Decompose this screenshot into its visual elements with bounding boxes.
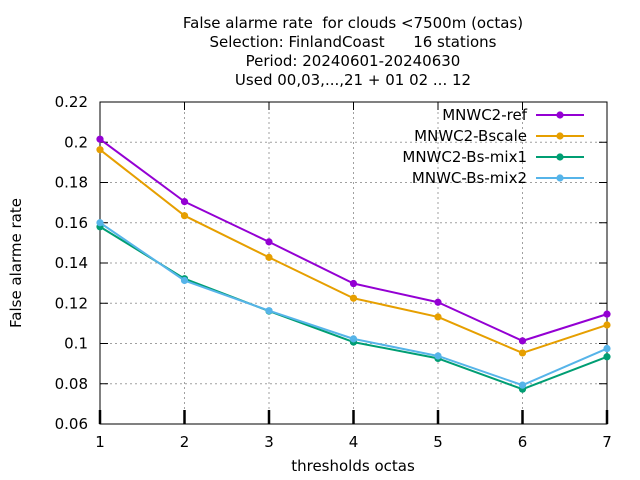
y-tick-label: 0.08 xyxy=(55,375,88,393)
axis-ticks xyxy=(98,101,609,425)
legend-marker xyxy=(556,132,564,140)
legend-marker xyxy=(556,111,564,119)
data-point xyxy=(180,276,189,285)
legend-item: MNWC2-Bscale xyxy=(414,127,584,145)
data-point xyxy=(265,253,273,261)
y-tick-label: 0.16 xyxy=(55,214,88,232)
y-tick-label: 0.1 xyxy=(64,335,88,353)
x-tick-label: 1 xyxy=(95,433,105,451)
chart-title-line: Used 00,03,...,21 + 01 02 ... 12 xyxy=(235,71,471,89)
data-point xyxy=(603,310,611,318)
grid xyxy=(100,102,607,424)
data-point xyxy=(96,135,104,143)
x-tick-labels: 1 2 3 4 5 6 7 xyxy=(95,433,612,451)
y-tick-label: 0.2 xyxy=(64,133,88,151)
y-tick-label: 0.06 xyxy=(55,415,88,433)
series-layer xyxy=(96,135,611,393)
series-1 xyxy=(96,135,611,345)
chart-title: False alarme rate for clouds <7500m (oct… xyxy=(183,14,523,89)
legend-item: MNWC2-Bs-mix1 xyxy=(402,148,584,166)
x-tick-label: 6 xyxy=(518,433,528,451)
legend-item: MNWC2-ref xyxy=(442,106,584,124)
data-point xyxy=(265,307,273,315)
data-point xyxy=(603,344,611,353)
series-line xyxy=(99,138,608,342)
data-point xyxy=(603,321,611,329)
data-point xyxy=(180,198,189,206)
data-point xyxy=(518,349,527,357)
legend-marker xyxy=(556,153,564,161)
y-tick-labels: 0.06 0.08 0.1 0.12 0.14 0.16 0.18 0.2 0.22 xyxy=(55,93,88,433)
x-tick-label: 7 xyxy=(602,433,612,451)
data-point xyxy=(518,337,527,345)
data-point xyxy=(265,238,273,246)
legend-label: MNWC2-Bs-mix1 xyxy=(402,148,527,166)
series-4 xyxy=(96,219,611,389)
y-tick-label: 0.14 xyxy=(55,254,88,272)
x-tick-label: 3 xyxy=(264,433,274,451)
data-point xyxy=(96,146,104,154)
data-point xyxy=(180,212,189,220)
y-tick-label: 0.12 xyxy=(55,294,88,312)
data-point xyxy=(349,279,358,288)
legend-label: MNWC2-ref xyxy=(442,106,527,124)
y-tick-label: 0.18 xyxy=(55,174,88,192)
data-point xyxy=(434,298,442,306)
data-point xyxy=(349,294,358,302)
x-tick-label: 5 xyxy=(433,433,443,451)
legend-label: MNWC2-Bscale xyxy=(414,127,527,145)
data-point xyxy=(603,353,611,361)
y-axis-label: False alarme rate xyxy=(7,198,25,328)
x-tick-label: 2 xyxy=(180,433,190,451)
data-point xyxy=(434,352,442,360)
legend-label: MNWC-Bs-mix2 xyxy=(412,169,527,187)
y-tick-label: 0.22 xyxy=(55,93,88,111)
data-point xyxy=(518,381,527,389)
legend-marker xyxy=(556,174,564,182)
plot-frame xyxy=(99,101,608,425)
chart-title-line: Period: 20240601-20240630 xyxy=(246,52,461,70)
chart-title-line: False alarme rate for clouds <7500m (oct… xyxy=(183,14,523,32)
data-point xyxy=(434,313,442,321)
series-2 xyxy=(96,146,611,357)
x-axis-label: thresholds octas xyxy=(291,457,415,475)
data-point xyxy=(349,335,358,343)
data-point xyxy=(96,219,104,227)
legend-item: MNWC-Bs-mix2 xyxy=(412,169,584,187)
chart-title-line: Selection: FinlandCoast 16 stations xyxy=(210,33,497,51)
legend: MNWC2-ref MNWC2-Bscale MNWC2-Bs-mix1 MNWC-B… xyxy=(402,106,584,187)
x-tick-label: 4 xyxy=(349,433,359,451)
